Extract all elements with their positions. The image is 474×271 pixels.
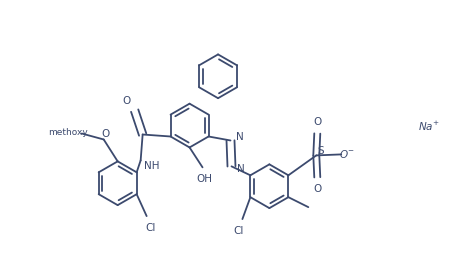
Text: Cl: Cl	[233, 226, 244, 236]
Text: N: N	[237, 164, 244, 174]
Text: Cl: Cl	[146, 223, 156, 233]
Text: methoxy: methoxy	[48, 128, 88, 137]
Text: S: S	[317, 146, 324, 156]
Text: O: O	[123, 96, 131, 106]
Text: N: N	[236, 133, 243, 143]
Text: O: O	[101, 128, 110, 138]
Text: $Na^{+}$: $Na^{+}$	[419, 120, 440, 133]
Text: O: O	[313, 184, 321, 194]
Text: $O^{-}$: $O^{-}$	[339, 149, 356, 160]
Text: O: O	[313, 117, 321, 127]
Text: OH: OH	[197, 174, 212, 184]
Text: NH: NH	[144, 161, 159, 171]
